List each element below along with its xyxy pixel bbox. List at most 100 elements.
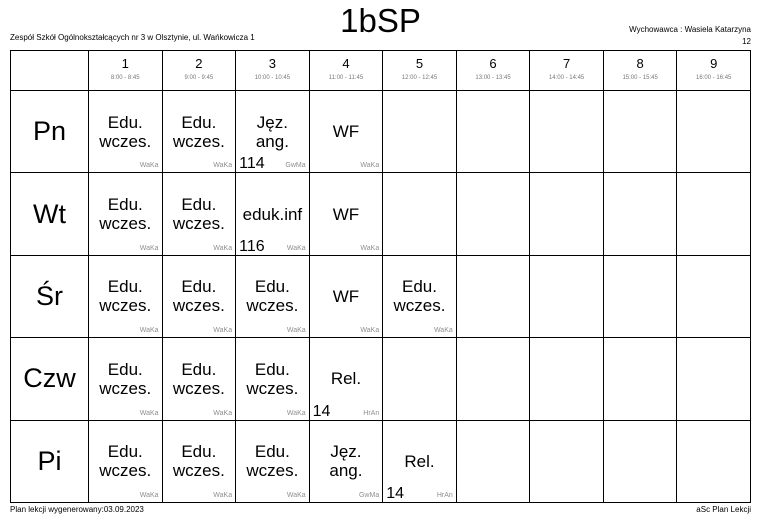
lesson-cell [456, 255, 531, 339]
lesson-cell [456, 91, 531, 174]
lesson-cell [456, 420, 531, 503]
lesson-cell: Edu. wczes. WaKa [162, 255, 237, 339]
lesson-subject: Jęz. ang. [329, 442, 363, 481]
lesson-cell [603, 420, 678, 503]
period-number: 8 [636, 56, 644, 71]
lesson-cell: WF WaKa [309, 255, 384, 339]
period-number: 7 [562, 56, 571, 71]
period-header-1: 1 8:00 - 8:45 [89, 51, 163, 91]
lesson-subject: Edu. wczes. [99, 195, 152, 234]
period-number: 6 [489, 56, 497, 71]
lesson-teacher: WaKa [213, 327, 233, 335]
lesson-teacher: WaKa [360, 327, 380, 335]
page-title: 1bSP [340, 2, 421, 39]
lesson-teacher: WaKa [139, 244, 159, 252]
day-label-pn: Pn [11, 91, 89, 174]
period-header-5: 5 12:00 - 12:45 [383, 51, 457, 91]
lesson-cell [456, 338, 531, 421]
lesson-cell: Edu. wczes. WaKa [162, 91, 237, 174]
lesson-cell [603, 255, 678, 339]
lesson-subject: Edu. wczes. [246, 442, 299, 481]
lesson-cell: Edu. wczes. WaKa [162, 173, 237, 256]
lesson-subject: Edu. wczes. [172, 277, 225, 316]
lesson-teacher: WaKa [360, 162, 380, 170]
period-header-3: 3 10:00 - 10:45 [236, 51, 310, 91]
lesson-cell [603, 91, 678, 174]
page-number: 12 [742, 37, 751, 46]
lesson-subject: Edu. wczes. [99, 112, 152, 151]
period-time: 10:00 - 10:45 [254, 75, 291, 81]
lesson-subject: Edu. wczes. [99, 359, 152, 398]
lesson-cell: WF WaKa [309, 91, 384, 174]
lesson-subject: Edu. wczes. [246, 359, 299, 398]
lesson-teacher: HrAn [436, 492, 453, 499]
lesson-cell [383, 173, 457, 256]
lesson-cell: Edu. wczes. WaKa [89, 173, 163, 256]
lesson-teacher: WaKa [139, 492, 159, 499]
lesson-subject: Edu. wczes. [246, 277, 299, 316]
period-time: 8:00 - 8:45 [110, 75, 140, 81]
homeroom-teacher: Wychowawca : Wasiela Katarzyna [629, 25, 751, 34]
lesson-cell: Edu. wczes. WaKa [236, 255, 310, 339]
lesson-subject: Jęz. ang. [255, 112, 289, 151]
lesson-teacher: WaKa [286, 244, 306, 252]
lesson-subject: eduk.inf [242, 204, 303, 224]
period-number: 5 [415, 56, 424, 71]
period-time: 16:00 - 16:45 [696, 75, 732, 81]
lesson-cell: Edu. wczes. WaKa [89, 255, 163, 339]
lesson-teacher: WaKa [139, 409, 159, 417]
school-name: Zespół Szkół Ogólnokształcących nr 3 w O… [10, 33, 255, 42]
lesson-teacher: WaKa [213, 492, 233, 499]
lesson-cell [677, 420, 751, 503]
day-label-sr: Śr [11, 255, 89, 339]
period-header-2: 2 9:00 - 9:45 [162, 51, 237, 91]
period-time: 13:00 - 13:45 [475, 75, 511, 81]
lesson-cell [530, 173, 604, 256]
lesson-subject: Edu. wczes. [99, 277, 152, 316]
timetable-grid: 1 8:00 - 8:45 2 9:00 - 9:45 3 10:00 - 10:45… [10, 50, 751, 503]
period-header-7: 7 14:00 - 14:45 [530, 51, 604, 91]
lesson-subject: Edu. wczes. [393, 277, 446, 316]
day-label-wt: Wt [11, 173, 89, 256]
lesson-teacher: HrAn [363, 409, 380, 417]
period-number: 4 [342, 56, 350, 71]
day-label-czw: Czw [11, 338, 89, 421]
lesson-teacher: WaKa [139, 162, 159, 170]
period-time: 12:00 - 12:45 [401, 75, 438, 81]
lesson-cell: Edu. wczes. WaKa [89, 420, 163, 503]
period-time: 9:00 - 9:45 [184, 75, 214, 81]
lesson-cell: Edu. wczes. WaKa [162, 338, 237, 421]
asc-branding: aSc Plan Lekcji [696, 505, 751, 514]
corner-cell [11, 51, 89, 91]
lesson-cell [677, 338, 751, 421]
lesson-subject: WF [332, 286, 360, 306]
lesson-cell: Edu. wczes. WaKa [89, 91, 163, 174]
period-time: 14:00 - 14:45 [548, 75, 585, 81]
lesson-subject: Edu. wczes. [172, 442, 225, 481]
period-number: 3 [268, 56, 276, 71]
lesson-room: 14 [386, 485, 405, 502]
lesson-teacher: WaKa [286, 492, 306, 499]
lesson-cell [677, 255, 751, 339]
period-number: 2 [195, 56, 203, 71]
lesson-cell: Edu. wczes. WaKa [236, 420, 310, 503]
period-header-6: 6 13:00 - 13:45 [456, 51, 531, 91]
lesson-teacher: WaKa [286, 409, 306, 417]
lesson-cell: Edu. wczes. WaKa [383, 255, 457, 339]
period-header-8: 8 15:00 - 15:45 [603, 51, 678, 91]
period-number: 1 [121, 56, 129, 71]
lesson-cell: Edu. wczes. WaKa [162, 420, 237, 503]
lesson-teacher: WaKa [213, 162, 233, 170]
lesson-cell: Rel. 14 HrAn [383, 420, 457, 503]
lesson-teacher: WaKa [213, 244, 233, 252]
lesson-teacher: GwMa [285, 162, 306, 170]
lesson-room: 14 [312, 402, 331, 420]
lesson-cell: WF WaKa [309, 173, 384, 256]
lesson-cell [456, 173, 531, 256]
lesson-cell [530, 255, 604, 339]
period-header-4: 4 11:00 - 11:45 [309, 51, 384, 91]
lesson-cell: Jęz. ang. GwMa [309, 420, 384, 503]
lesson-cell [530, 338, 604, 421]
lesson-cell: Jęz. ang. 114 GwMa [236, 91, 310, 174]
